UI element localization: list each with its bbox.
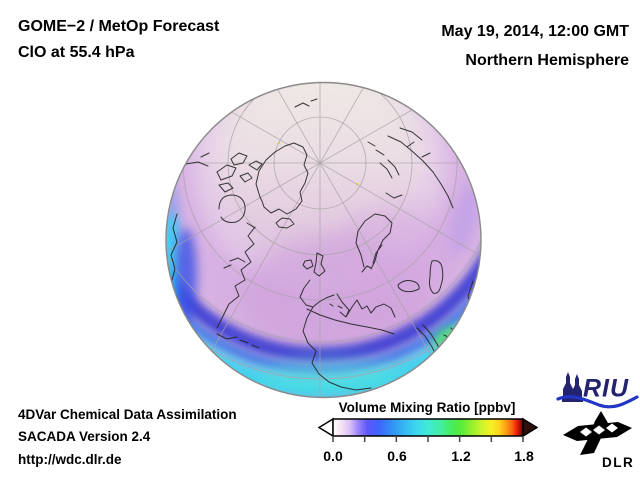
colorbar-left-arrow xyxy=(317,417,334,438)
product-title-line1: GOME−2 / MetOp Forecast xyxy=(18,18,220,35)
credits-line2: SACADA Version 2.4 xyxy=(18,429,151,445)
credits-url: http://wdc.dlr.de xyxy=(18,451,122,467)
credits-line1: 4DVar Chemical Data Assimilation xyxy=(18,407,237,422)
region-line: Northern Hemisphere xyxy=(465,52,629,69)
colorbar-gradient-bar xyxy=(332,418,524,437)
rhine-wave-icon xyxy=(556,395,639,409)
globe-rim xyxy=(165,81,482,399)
product-title-block: GOME−2 / MetOp Forecast ClO at 55.4 hPa xyxy=(18,14,219,66)
dlr-logo: DLR xyxy=(563,411,634,470)
hemisphere-globe-map xyxy=(165,81,482,399)
cologne-cathedral-icon xyxy=(562,372,583,402)
colorbar-tick-3: 1.8 xyxy=(514,448,534,464)
colorbar-right-arrow xyxy=(522,417,538,438)
colorbar-tick-1: 0.6 xyxy=(387,448,407,464)
colorbar-ticks xyxy=(332,436,524,442)
datetime-block: May 19, 2014, 12:00 GMT Northern Hemisph… xyxy=(441,17,629,75)
colorbar xyxy=(317,417,538,442)
colorbar-title: Volume Mixing Ratio [ppbv] xyxy=(338,400,516,415)
riu-logo-text: RIU xyxy=(583,375,629,403)
colorbar-tick-0: 0.0 xyxy=(323,448,343,464)
credits-block: 4DVar Chemical Data Assimilation SACADA … xyxy=(18,404,237,471)
dlr-star-icon xyxy=(563,411,632,455)
riu-logo: RIU xyxy=(556,372,639,409)
datetime-line: May 19, 2014, 12:00 GMT xyxy=(441,23,629,40)
product-title-line2: ClO at 55.4 hPa xyxy=(18,44,135,61)
dlr-logo-text: DLR xyxy=(602,455,634,470)
colorbar-tick-2: 1.2 xyxy=(451,448,471,464)
clo-data-field xyxy=(166,82,481,398)
